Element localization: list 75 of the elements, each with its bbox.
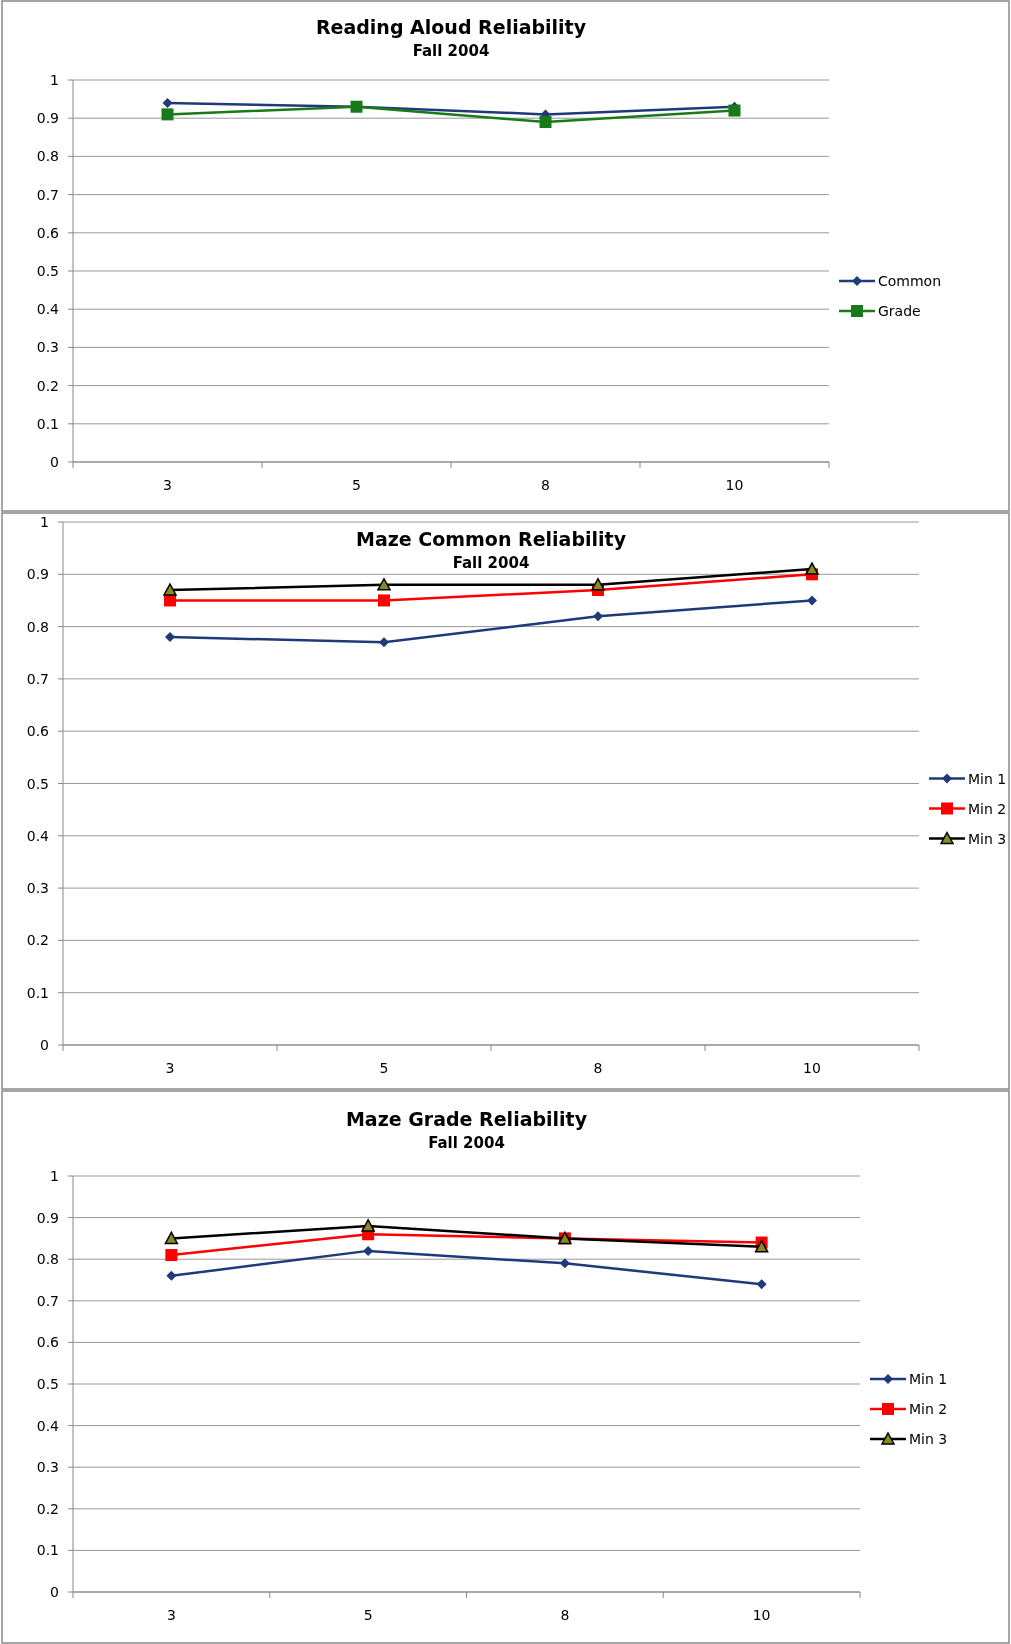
y-tick-label: 0: [40, 1037, 49, 1053]
chart-subtitle: Fall 2004: [412, 42, 490, 60]
y-tick-label: 0.8: [26, 618, 49, 635]
y-tick-label: 0.2: [36, 1500, 59, 1517]
x-tick-label: 5: [379, 1060, 389, 1076]
y-tick-label: 0.6: [26, 723, 50, 740]
x-tick-label: 10: [725, 477, 744, 493]
legend-label: Min 3: [909, 1431, 948, 1447]
legend-label: Min 2: [909, 1401, 948, 1417]
y-tick-label: 0.4: [36, 1417, 60, 1434]
y-tick-label: 1: [50, 1168, 59, 1184]
point: [165, 1249, 178, 1262]
y-tick-label: 1: [40, 514, 49, 530]
legend-label: Min 1: [909, 1371, 948, 1387]
chart-title: Maze Common Reliability: [355, 528, 627, 550]
y-tick-label: 0.4: [36, 301, 60, 318]
y-tick-label: 0.2: [36, 377, 59, 394]
y-tick-label: 0.5: [26, 775, 49, 792]
y-tick-label: 0.1: [26, 984, 49, 1001]
legend-label: Grade: [878, 303, 921, 319]
chart-title: Reading Aloud Reliability: [315, 16, 587, 38]
y-tick-label: 0.6: [36, 224, 60, 241]
legend-label: Common: [878, 273, 942, 289]
x-tick-label: 3: [166, 1607, 176, 1623]
chart-title: Maze Grade Reliability: [345, 1108, 588, 1130]
y-tick-label: 0.6: [36, 1334, 60, 1351]
y-tick-label: 0.8: [36, 1251, 59, 1268]
point: [591, 578, 605, 591]
legend-label: Min 2: [968, 800, 1007, 817]
chart-subtitle: Fall 2004: [428, 1134, 505, 1152]
point: [805, 562, 819, 575]
y-tick-label: 0.3: [26, 880, 49, 897]
legend-label: Min 1: [968, 770, 1007, 787]
point: [378, 594, 390, 607]
y-tick-label: 1: [50, 72, 59, 88]
point: [593, 611, 603, 622]
y-tick-label: 0.3: [36, 339, 59, 356]
y-tick-label: 0.7: [36, 186, 59, 203]
y-tick-label: 0.9: [26, 566, 49, 583]
y-tick-label: 0.7: [26, 670, 49, 687]
x-tick-label: 5: [352, 477, 361, 493]
y-tick-label: 0.5: [36, 263, 59, 279]
point: [163, 583, 177, 596]
y-tick-label: 0: [50, 454, 59, 470]
point: [807, 595, 817, 606]
y-tick-label: 0.5: [36, 1376, 59, 1392]
x-tick-label: 8: [593, 1060, 603, 1076]
x-tick-label: 3: [165, 1060, 175, 1076]
x-tick-label: 8: [541, 477, 550, 493]
x-tick-label: 8: [560, 1607, 570, 1623]
y-tick-label: 0.1: [36, 1542, 59, 1559]
point: [164, 1231, 179, 1245]
y-tick-label: 0.8: [36, 148, 59, 165]
point: [361, 1219, 375, 1232]
point: [756, 1279, 767, 1290]
point: [166, 1270, 177, 1281]
y-tick-label: 0.1: [36, 415, 59, 432]
point: [379, 637, 389, 648]
y-tick-label: 0.9: [36, 1209, 59, 1226]
point: [754, 1239, 769, 1253]
y-tick-label: 0.2: [26, 932, 49, 949]
x-tick-label: 3: [163, 477, 172, 493]
y-tick-label: 0.4: [26, 827, 50, 844]
legend-label: Min 3: [968, 830, 1007, 847]
y-tick-label: 0.9: [36, 110, 59, 127]
x-tick-label: 5: [363, 1607, 373, 1623]
point: [165, 632, 175, 643]
text: Fall 2004: [452, 554, 530, 572]
point: [559, 1258, 570, 1269]
point: [377, 578, 391, 591]
y-tick-label: 0.7: [36, 1292, 59, 1309]
x-tick-label: 10: [803, 1060, 821, 1076]
x-tick-label: 10: [752, 1607, 771, 1623]
y-tick-label: 0: [50, 1584, 59, 1600]
y-tick-label: 0.3: [36, 1459, 59, 1476]
